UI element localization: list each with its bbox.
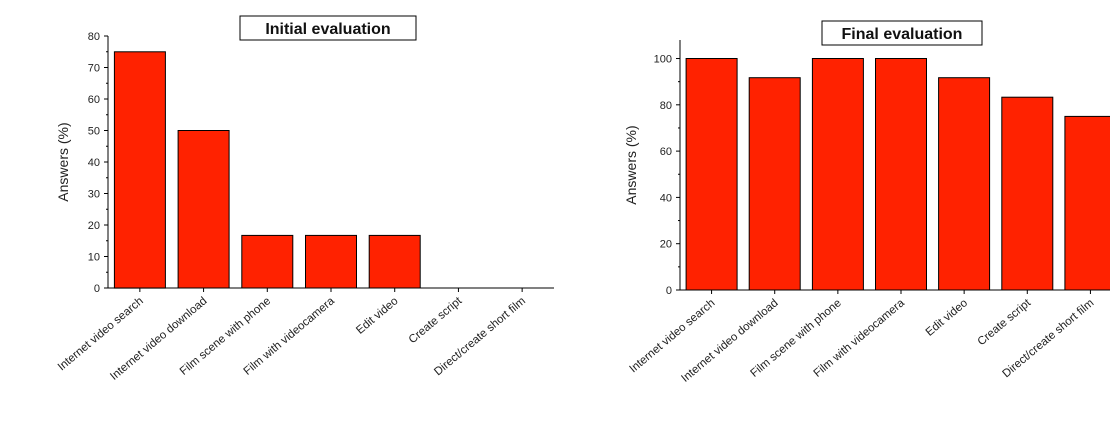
y-tick-label: 60 [660, 146, 672, 158]
bar-3 [241, 234, 294, 289]
y-axis-title: Answers (%) [623, 125, 639, 204]
chart-title: Initial evaluation [265, 21, 390, 38]
bar-2 [177, 130, 230, 289]
bar-5 [368, 234, 421, 289]
bar-7 [1064, 115, 1110, 291]
chart-title-box [239, 15, 417, 41]
bar-6 [1001, 96, 1054, 291]
bar-4 [305, 234, 357, 289]
y-tick-label: 70 [88, 63, 100, 75]
y-tick-label: 0 [94, 283, 100, 295]
bar-3 [811, 58, 864, 291]
chart-title: Final evaluation [842, 26, 963, 43]
y-tick-label: 80 [88, 31, 100, 43]
chart-title-box [821, 20, 983, 46]
bar-2 [748, 77, 801, 291]
category-label: Edit video [354, 295, 400, 337]
y-tick-label: 40 [88, 157, 100, 169]
category-label: Edit video [924, 297, 970, 339]
bar-1 [685, 58, 738, 291]
y-tick-label: 60 [88, 94, 100, 106]
y-tick-label: 30 [88, 189, 100, 201]
bar-5 [938, 77, 991, 291]
y-tick-label: 50 [88, 126, 100, 138]
y-tick-label: 20 [88, 220, 100, 232]
bar-1 [113, 51, 166, 289]
y-tick-label: 100 [654, 54, 672, 66]
category-label: Create script [407, 295, 465, 347]
y-tick-label: 40 [660, 192, 672, 204]
y-axis-title: Answers (%) [55, 122, 71, 201]
category-label: Create script [976, 297, 1034, 349]
y-tick-label: 20 [660, 239, 672, 251]
bar-4 [875, 58, 927, 291]
y-tick-label: 10 [88, 252, 100, 264]
y-tick-label: 0 [666, 285, 672, 297]
y-tick-label: 80 [660, 100, 672, 112]
